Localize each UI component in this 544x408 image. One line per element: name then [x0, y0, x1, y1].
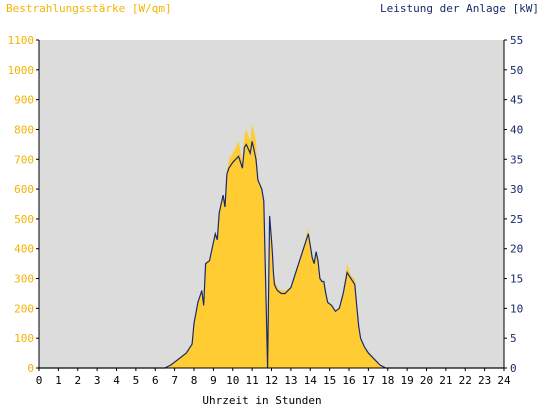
x-tick-label: 11	[246, 374, 259, 387]
right-y-tick-label: 10	[510, 302, 523, 315]
x-tick-label: 14	[304, 374, 318, 387]
x-tick-label: 1	[55, 374, 62, 387]
x-axis-label: Uhrzeit in Stunden	[202, 394, 321, 407]
x-tick-label: 22	[459, 374, 472, 387]
x-tick-label: 2	[74, 374, 81, 387]
x-tick-label: 9	[210, 374, 217, 387]
x-tick-label: 24	[497, 374, 511, 387]
x-tick-label: 7	[171, 374, 178, 387]
x-tick-label: 3	[94, 374, 101, 387]
x-tick-label: 20	[420, 374, 433, 387]
left-y-tick-label: 1100	[8, 34, 35, 47]
right-axis-title: Leistung der Anlage [kW]	[380, 2, 539, 15]
right-y-tick-label: 20	[510, 243, 523, 256]
x-tick-label: 4	[113, 374, 120, 387]
x-tick-label: 5	[133, 374, 140, 387]
x-tick-label: 15	[323, 374, 336, 387]
left-y-tick-label: 300	[14, 273, 34, 286]
left-y-tick-label: 800	[14, 123, 34, 136]
x-tick-label: 12	[265, 374, 278, 387]
x-tick-label: 23	[478, 374, 491, 387]
x-tick-label: 0	[36, 374, 43, 387]
left-y-tick-label: 900	[14, 94, 34, 107]
left-y-tick-label: 500	[14, 213, 34, 226]
x-tick-label: 13	[284, 374, 297, 387]
left-y-tick-label: 200	[14, 302, 34, 315]
axes-layer: 0100200300400500600700800900100011000510…	[8, 34, 524, 387]
right-y-tick-label: 40	[510, 123, 523, 136]
x-tick-label: 21	[439, 374, 452, 387]
x-tick-label: 16	[342, 374, 355, 387]
x-tick-label: 19	[401, 374, 414, 387]
right-y-tick-label: 55	[510, 34, 523, 47]
right-y-tick-label: 35	[510, 153, 523, 166]
right-y-tick-label: 0	[510, 362, 517, 375]
x-tick-label: 17	[362, 374, 375, 387]
left-y-tick-label: 100	[14, 332, 34, 345]
right-y-tick-label: 45	[510, 94, 523, 107]
series-layer	[39, 123, 504, 369]
x-tick-label: 10	[226, 374, 239, 387]
right-y-tick-label: 50	[510, 64, 523, 77]
x-tick-label: 8	[191, 374, 198, 387]
left-y-tick-label: 600	[14, 183, 34, 196]
left-y-tick-label: 400	[14, 243, 34, 256]
right-y-tick-label: 30	[510, 183, 523, 196]
x-tick-label: 6	[152, 374, 159, 387]
right-y-tick-label: 15	[510, 273, 523, 286]
left-y-tick-label: 1000	[8, 64, 35, 77]
left-axis-title: Bestrahlungsstärke [W/qm]	[6, 2, 172, 15]
x-tick-label: 18	[381, 374, 394, 387]
left-y-tick-label: 0	[27, 362, 34, 375]
power-line	[39, 141, 504, 369]
right-y-tick-label: 5	[510, 332, 517, 345]
left-y-tick-label: 700	[14, 153, 34, 166]
right-y-tick-label: 25	[510, 213, 523, 226]
